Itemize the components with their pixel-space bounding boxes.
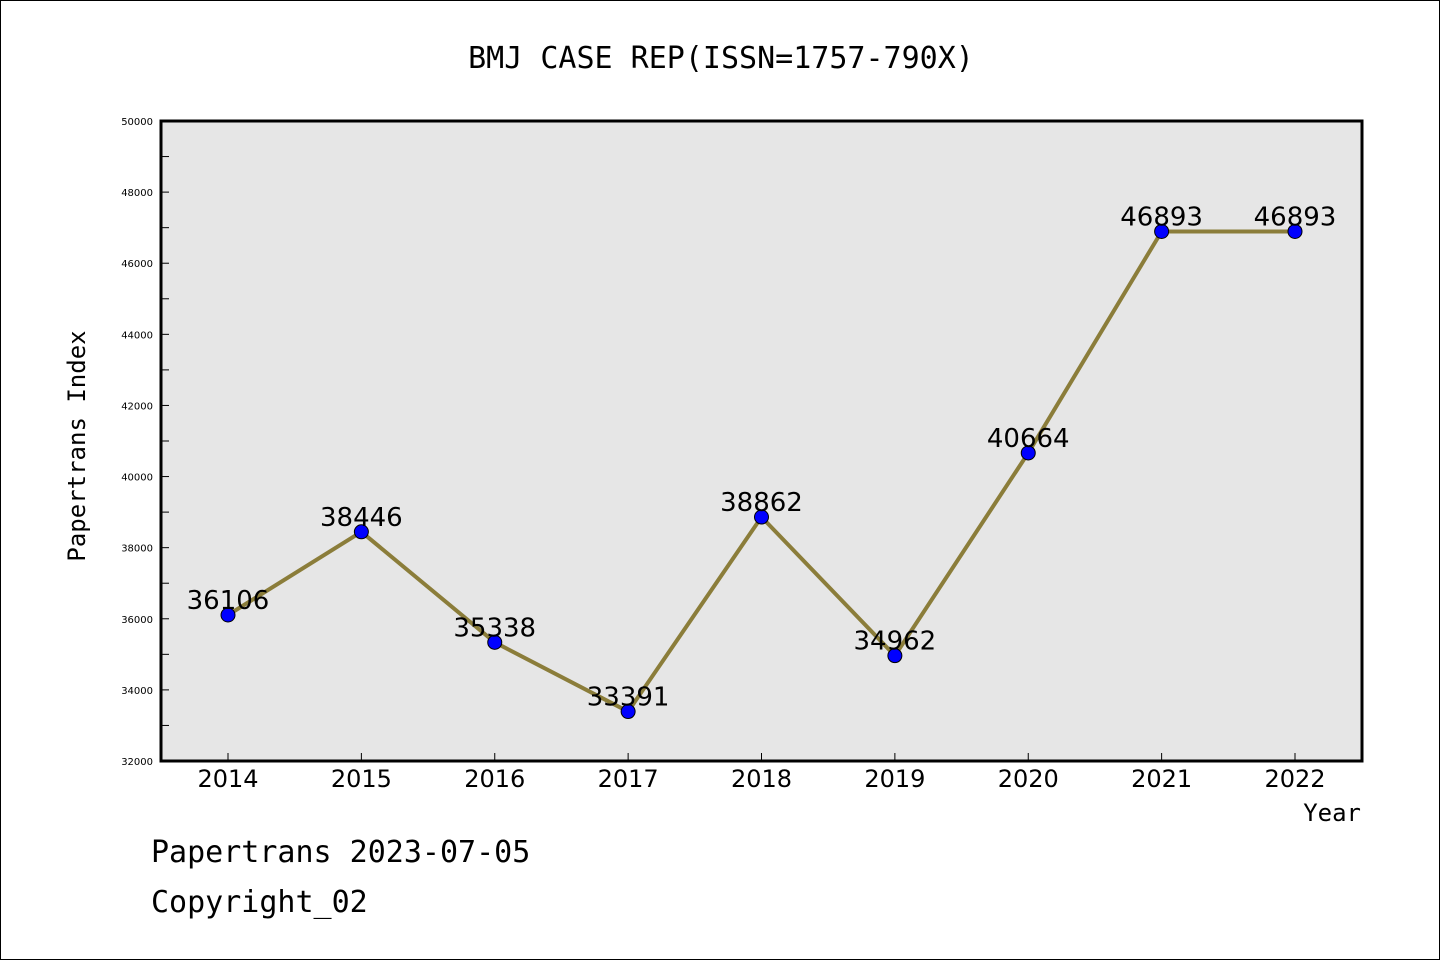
- data-label: 46893: [1254, 202, 1337, 232]
- footer-date: Papertrans 2023-07-05: [151, 835, 531, 870]
- y-axis-title: Papertrans Index: [63, 330, 91, 561]
- data-label-layer: 36106 38446 35338 33391 38862 34962 40664 46893…: [187, 202, 1337, 712]
- x-tick-label: 2020: [998, 765, 1059, 793]
- x-tick-label: 2022: [1264, 765, 1325, 793]
- x-axis: 2014 2015 2016 2017 2018 2019 2020 2021 2022: [197, 753, 1326, 793]
- y-tick-label: 48000: [121, 188, 153, 199]
- y-tick-label: 36000: [121, 615, 153, 626]
- y-tick-label: 46000: [121, 259, 153, 270]
- data-point: [487, 634, 503, 650]
- y-tick-label: 34000: [121, 686, 153, 697]
- y-axis: 32000 34000 36000 38000 40000 42000 44000 46000…: [121, 117, 169, 768]
- y-tick-label: 44000: [121, 330, 153, 341]
- data-point: [353, 524, 369, 540]
- data-label: 38446: [320, 503, 403, 533]
- data-point: [1287, 223, 1303, 239]
- x-tick-label: 2014: [197, 765, 258, 793]
- y-tick-label: 40000: [121, 473, 153, 484]
- x-tick-label: 2021: [1131, 765, 1192, 793]
- data-label: 33391: [587, 683, 670, 713]
- y-tick-label: 50000: [121, 117, 153, 128]
- data-label: 40664: [987, 424, 1070, 454]
- y-tick-label: 32000: [121, 757, 153, 768]
- y-tick-label: 38000: [121, 544, 153, 555]
- data-point: [754, 509, 769, 525]
- data-label: 35338: [453, 613, 536, 643]
- chart-title: BMJ CASE REP(ISSN=1757-790X): [468, 41, 974, 76]
- data-label: 36106: [187, 586, 270, 616]
- data-label: 38862: [720, 488, 803, 518]
- data-point: [887, 648, 903, 664]
- y-tick-label: 42000: [121, 401, 153, 412]
- footer-copyright: Copyright_02: [151, 885, 368, 920]
- data-point: [1154, 223, 1170, 239]
- x-tick-label: 2017: [598, 765, 659, 793]
- x-tick-label: 2015: [331, 765, 392, 793]
- data-label: 46893: [1120, 202, 1203, 232]
- data-point: [620, 704, 636, 720]
- x-tick-label: 2016: [464, 765, 525, 793]
- data-point: [220, 607, 236, 623]
- data-point: [1020, 445, 1036, 461]
- x-tick-label: 2019: [864, 765, 925, 793]
- x-axis-title: Year: [1303, 799, 1361, 827]
- data-label: 34962: [854, 627, 937, 657]
- series-layer: [220, 223, 1303, 720]
- x-tick-label: 2018: [731, 765, 792, 793]
